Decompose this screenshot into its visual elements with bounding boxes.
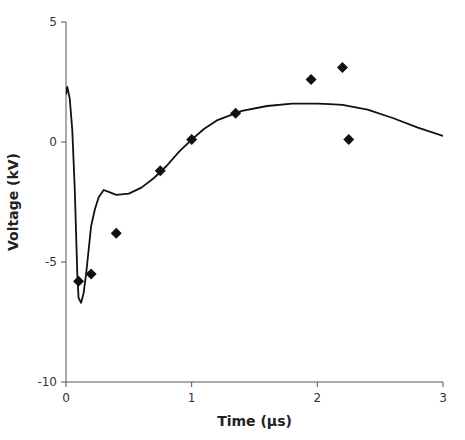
point <box>73 276 84 287</box>
x-tick-label: 1 <box>188 391 196 405</box>
x-tick <box>66 382 67 387</box>
point <box>306 74 317 85</box>
y-tick-label: 0 <box>49 135 57 149</box>
x-tick-label: 3 <box>439 391 447 405</box>
point <box>186 134 197 145</box>
point <box>230 108 241 119</box>
y-axis-line <box>66 22 67 382</box>
x-axis-line <box>66 382 443 383</box>
y-axis-label: Voltage (kV) <box>5 153 21 251</box>
y-tick-label: -5 <box>45 255 57 269</box>
y-tick <box>61 262 66 263</box>
chart: 0 1 2 3 -10 -5 0 5 Time (μs) Voltage (kV) <box>0 0 465 440</box>
y-tick <box>61 142 66 143</box>
point <box>155 165 166 176</box>
point <box>337 62 348 73</box>
point <box>343 134 354 145</box>
y-tick <box>61 22 66 23</box>
x-tick <box>191 382 192 387</box>
x-tick <box>317 382 318 387</box>
y-tick <box>61 382 66 383</box>
axes: 0 1 2 3 -10 -5 0 5 <box>37 15 446 405</box>
plot-area <box>66 62 443 303</box>
point <box>111 228 122 239</box>
point <box>86 269 97 280</box>
curve <box>66 87 443 303</box>
x-tick-label: 0 <box>62 391 70 405</box>
y-tick-label: 5 <box>49 15 57 29</box>
x-axis-label: Time (μs) <box>217 413 292 429</box>
x-tick-label: 2 <box>314 391 322 405</box>
y-tick-label: -10 <box>37 375 57 389</box>
x-tick <box>443 382 444 387</box>
